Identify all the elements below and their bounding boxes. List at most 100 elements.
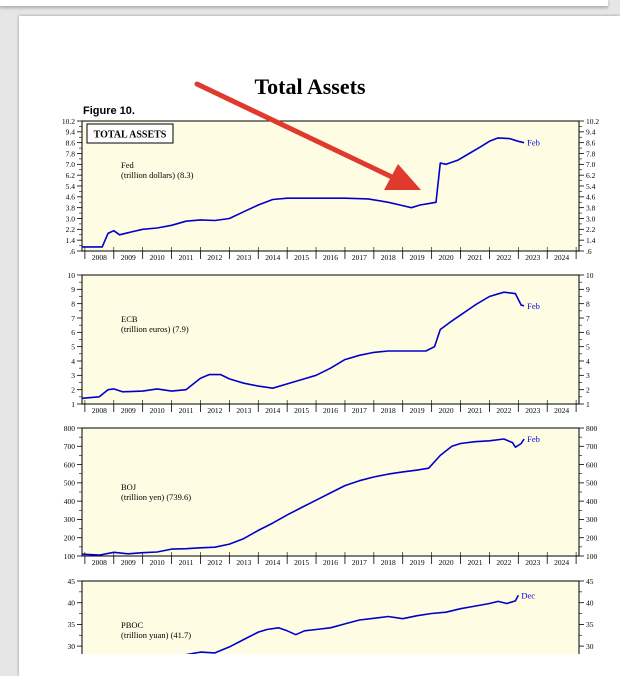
- pboc-series-unit: (trillion yuan) (41.7): [121, 630, 191, 640]
- ecb-ytick-label-left: 7: [71, 314, 75, 323]
- fed-xtick-label: 2018: [381, 253, 396, 262]
- boj-ytick-label-right: 400: [586, 497, 598, 506]
- boj-xtick-label: 2017: [352, 558, 367, 567]
- ecb-xtick-label: 2010: [150, 406, 165, 415]
- boj-ytick-label-right: 200: [586, 534, 598, 543]
- fed-ytick-label-right: 7.0: [586, 160, 596, 169]
- ecb-series-line: [81, 291, 525, 400]
- fed-ytick-label-left: 6.2: [66, 171, 76, 180]
- ecb-ytick-label-right: 3: [586, 371, 590, 380]
- ecb-xtick-label: 2022: [496, 406, 511, 415]
- boj-series-unit: (trillion yen) (739.6): [121, 492, 191, 502]
- ecb-xtick-label: 2009: [121, 406, 136, 415]
- ecb-ytick-label-left: 5: [71, 342, 75, 351]
- ecb-xtick-label: 2015: [294, 406, 309, 415]
- ecb-ytick-label-left: 2: [71, 385, 75, 394]
- fed-xtick-label: 2020: [439, 253, 454, 262]
- boj-ytick-label-left: 700: [64, 442, 76, 451]
- ecb-xtick-label: 2017: [352, 406, 367, 415]
- boj-xtick-label: 2008: [92, 558, 107, 567]
- ecb-ytick-label-left: 3: [71, 371, 75, 380]
- fed-xtick-label: 2019: [410, 253, 425, 262]
- fed-ytick-label-right: .6: [586, 247, 592, 256]
- fed-xtick-label: 2012: [207, 253, 222, 262]
- boj-xtick-label: 2011: [179, 558, 194, 567]
- boj-xtick-label: 2022: [496, 558, 511, 567]
- boj-xtick-label: 2016: [323, 558, 338, 567]
- boj-xtick-label: 2023: [525, 558, 540, 567]
- pboc-series-name: PBOC: [121, 620, 144, 630]
- ecb-ytick-label-right: 9: [586, 285, 590, 294]
- fed-xtick-label: 2021: [467, 253, 482, 262]
- boj-end-label: Feb: [527, 434, 540, 444]
- boj-xtick-label: 2012: [207, 558, 222, 567]
- ecb-xtick-label: 2020: [439, 406, 454, 415]
- boj-ytick-label-right: 300: [586, 515, 598, 524]
- ecb-xtick-label: 2018: [381, 406, 396, 415]
- ecb-series-name: ECB: [121, 314, 138, 324]
- annotation-arrow-head: [384, 164, 421, 190]
- fed-xtick-label: 2024: [554, 253, 569, 262]
- fed-xtick-label: 2015: [294, 253, 309, 262]
- annotation-arrow-shaft: [194, 81, 397, 181]
- boj-ytick-label-left: 500: [64, 479, 76, 488]
- fed-series-line: [82, 137, 525, 248]
- fed-ytick-label-left: 3.8: [66, 203, 76, 212]
- ecb-ytick-label-right: 8: [586, 299, 590, 308]
- boj-panel: 800 800 700 700 600 600 500 500 400 400 300 300 200 2…: [64, 424, 598, 567]
- fed-ytick-label-left: 4.6: [66, 193, 76, 202]
- boj-xtick-label: 2021: [467, 558, 482, 567]
- ecb-ytick-label-right: 7: [586, 314, 590, 323]
- boj-ytick-label-right: 600: [586, 460, 598, 469]
- ecb-panel: 10 10 9 9 8 8 7 7 6 6 5 5 4 4 3 3 2 2 1 1 2008 2009 2010 2011 20…: [68, 271, 594, 415]
- ecb-ytick-label-left: 10: [68, 271, 76, 280]
- ecb-xtick-label: 2013: [236, 406, 251, 415]
- ecb-ytick-label-right: 10: [586, 271, 594, 280]
- ecb-ytick-label-right: 2: [586, 385, 590, 394]
- ecb-xtick-label: 2012: [207, 406, 222, 415]
- ecb-ytick-label-right: 6: [586, 328, 590, 337]
- boj-ytick-label-left: 200: [64, 534, 76, 543]
- boj-xtick-label: 2010: [150, 558, 165, 567]
- ecb-ytick-label-left: 8: [71, 299, 75, 308]
- ecb-ytick-label-right: 4: [586, 357, 590, 366]
- fed-panel: 10.2 10.29.4 9.48.6 8.67.8 7.87.0 7.06.2 6.25.…: [62, 117, 600, 262]
- fed-ytick-label-left: 8.6: [66, 138, 76, 147]
- pboc-ytick-label-left: 40: [68, 599, 76, 608]
- total-assets-box: [86, 123, 174, 144]
- pboc-panel: 45 45 40 40 35 35 30 30 Dec PBOC(trillion yuan) (…: [68, 577, 594, 654]
- ecb-series-unit: (trillion euros) (7.9): [121, 324, 189, 334]
- pboc-ytick-label-right: 35: [586, 620, 594, 629]
- boj-ytick-label-left: 400: [64, 497, 76, 506]
- boj-xtick-label: 2014: [265, 558, 280, 567]
- boj-ytick-label-right: 800: [586, 424, 598, 433]
- pboc-ytick-label-right: 45: [586, 577, 594, 586]
- boj-ytick-label-left: 800: [64, 424, 76, 433]
- pboc-ytick-label-left: 45: [68, 577, 76, 586]
- charts-figure: 10.2 10.29.4 9.48.6 8.67.8 7.87.0 7.06.2 6.25.…: [62, 81, 600, 654]
- pboc-panel-frame: [81, 580, 580, 654]
- fed-ytick-label-right: 1.4: [586, 236, 596, 245]
- boj-panel-frame: [81, 427, 580, 557]
- fed-ytick-label-right: 9.4: [586, 128, 596, 137]
- ecb-panel-frame: [81, 274, 580, 405]
- total-assets-box-title: TOTAL ASSETS: [94, 130, 167, 141]
- pboc-ytick-label-left: 30: [68, 642, 76, 651]
- fed-ytick-label-right: 3.0: [586, 214, 596, 223]
- boj-xtick-label: 2024: [554, 558, 569, 567]
- fed-ytick-label-right: 5.4: [586, 182, 596, 191]
- ecb-ytick-label-left: 9: [71, 285, 75, 294]
- boj-xtick-label: 2013: [236, 558, 251, 567]
- boj-xtick-label: 2020: [439, 558, 454, 567]
- boj-ytick-label-left: 100: [64, 552, 76, 561]
- fed-ytick-label-left: 1.4: [66, 236, 76, 245]
- fed-xtick-label: 2023: [525, 253, 540, 262]
- fed-ytick-label-right: 10.2: [586, 117, 599, 126]
- fed-ytick-label-left: .6: [69, 247, 75, 256]
- fed-xtick-label: 2022: [496, 253, 511, 262]
- fed-ytick-label-left: 9.4: [66, 128, 76, 137]
- annotation-arrow: [194, 81, 421, 190]
- boj-ytick-label-left: 600: [64, 460, 76, 469]
- ecb-xtick-label: 2023: [525, 406, 540, 415]
- fed-ytick-label-right: 7.8: [586, 149, 596, 158]
